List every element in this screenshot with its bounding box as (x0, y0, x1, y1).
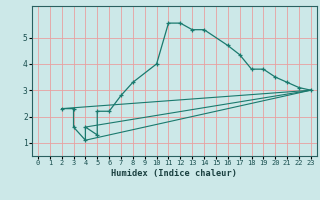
X-axis label: Humidex (Indice chaleur): Humidex (Indice chaleur) (111, 169, 237, 178)
